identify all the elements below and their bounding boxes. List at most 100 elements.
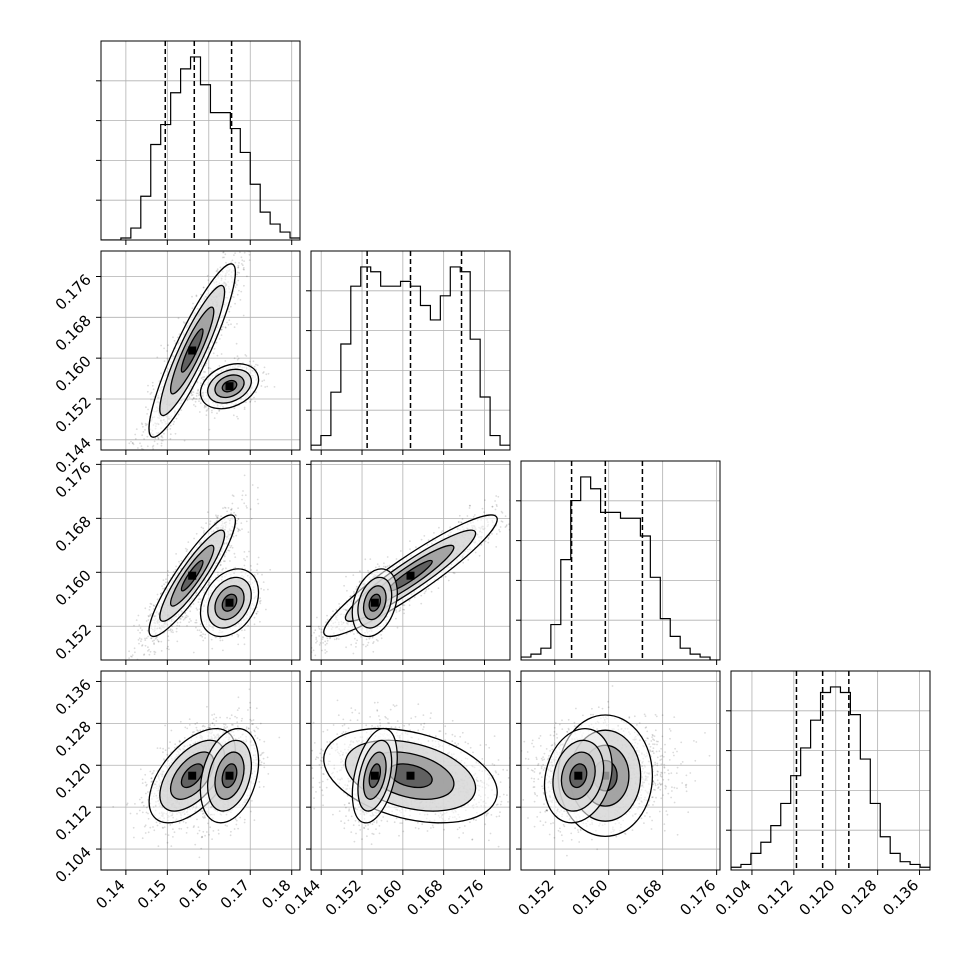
scatter-point [230,261,233,264]
scatter-point [259,602,262,605]
scatter-point [140,422,143,425]
scatter-point [221,256,224,259]
scatter-point [144,422,147,425]
scatter-point [234,261,237,264]
scatter-point [243,251,246,254]
scatter-point [153,650,156,653]
scatter-point [226,510,228,513]
scatter-point [175,627,178,630]
scatter-point [196,609,199,611]
scatter-point [192,603,195,605]
scatter-point [236,633,239,636]
scatter-point [230,323,232,326]
scatter-point [262,371,265,373]
scatter-point [233,357,236,360]
scatter-point [249,400,252,403]
scatter-point [169,437,172,440]
scatter-point [200,377,203,379]
scatter-point [206,511,209,514]
scatter-point [203,406,206,409]
scatter-point [176,621,179,624]
scatter-point [167,570,169,572]
scatter-point [165,581,167,584]
scatter-point [174,432,177,435]
scatter-point [255,612,258,615]
scatter-point [131,655,133,658]
scatter-point [193,537,195,540]
scatter-point [179,621,182,624]
scatter-point [202,378,205,381]
scatter-point [189,618,191,620]
scatter-point [222,567,224,570]
scatter-point [144,644,147,647]
scatter-point [215,341,218,344]
scatter-point [135,428,138,430]
scatter-point [220,353,223,355]
scatter-point [202,286,205,289]
scatter-point [201,635,204,638]
scatter-point [223,506,226,509]
scatter-point [167,645,169,648]
scatter-point [237,266,240,269]
scatter-point [215,514,217,517]
scatter-point [195,295,198,298]
scatter-point [224,560,226,563]
scatter-point [160,592,162,595]
scatter-point [222,560,225,563]
scatter-point [227,507,230,509]
scatter-point [258,600,261,603]
scatter-point [153,642,155,644]
scatter-point [146,435,149,438]
scatter-point [235,514,238,517]
scatter-point [230,544,233,547]
scatter-point [131,442,134,445]
scatter-point [172,423,175,425]
scatter-point [148,608,151,611]
scatter-point [199,397,201,400]
scatter-point [172,570,175,573]
scatter-point [220,334,223,336]
scatter-point [256,573,259,575]
scatter-point [210,638,213,641]
scatter-point [145,637,148,640]
scatter-point [265,608,267,611]
scatter-point [160,442,163,445]
scatter-point [149,613,152,616]
scatter-point [153,643,155,646]
scatter-point [211,409,213,412]
scatter-point [134,438,137,440]
scatter-point [161,436,164,439]
scatter-point [234,282,237,285]
scatter-point [148,648,150,651]
scatter-point [141,629,143,631]
scatter-point [207,279,210,281]
scatter-point [223,555,226,558]
scatter-point [243,564,246,567]
scatter-point [195,392,198,395]
scatter-point [267,588,269,591]
scatter-point [253,616,256,619]
scatter-point [168,648,170,651]
scatter-point [183,439,186,442]
scatter-point [138,642,140,645]
scatter-point [191,398,194,401]
scatter-point [248,259,251,261]
scatter-point [143,653,146,656]
scatter-point [147,615,150,617]
scatter-point [234,556,237,558]
scatter-point [186,548,189,551]
scatter-point [207,367,210,369]
scatter-point [226,321,228,324]
scatter-point [203,405,206,408]
scatter-point [237,634,240,637]
scatter-point [263,379,266,382]
scatter-point [203,376,206,378]
scatter-point [263,589,265,591]
scatter-point [243,474,246,477]
scatter-point [151,640,154,643]
scatter-point [243,284,245,287]
scatter-point [162,579,165,581]
scatter-point [193,404,195,406]
scatter-point [141,447,143,450]
scatter-point [236,519,238,522]
